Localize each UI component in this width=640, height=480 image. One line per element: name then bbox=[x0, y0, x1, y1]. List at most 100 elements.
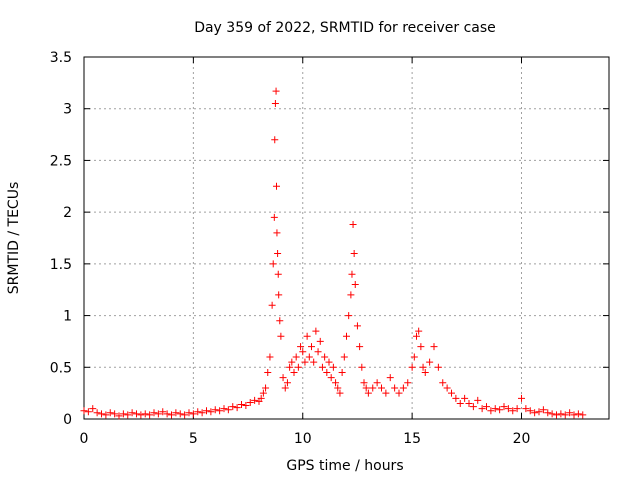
data-point bbox=[224, 406, 232, 414]
data-point bbox=[378, 384, 385, 392]
data-point bbox=[275, 291, 283, 299]
data-point bbox=[336, 389, 344, 397]
data-point bbox=[176, 410, 184, 418]
chart-title: Day 359 of 2022, SRMTID for receiver cas… bbox=[194, 20, 496, 36]
data-point bbox=[487, 407, 495, 415]
data-point bbox=[348, 270, 356, 278]
data-point bbox=[111, 410, 119, 418]
data-point bbox=[271, 136, 279, 144]
data-point bbox=[509, 407, 517, 415]
data-point bbox=[283, 379, 291, 387]
data-point bbox=[316, 337, 324, 345]
y-tick-label: 3.5 bbox=[50, 50, 72, 66]
data-point bbox=[251, 396, 259, 404]
x-tick-label: 15 bbox=[403, 431, 421, 447]
data-point bbox=[522, 405, 530, 413]
data-point bbox=[561, 411, 569, 419]
data-point bbox=[531, 409, 539, 417]
data-point bbox=[163, 410, 171, 418]
data-point bbox=[332, 379, 340, 387]
x-tick-label: 0 bbox=[80, 431, 89, 447]
data-point bbox=[343, 332, 350, 340]
data-point bbox=[504, 405, 512, 413]
data-point bbox=[194, 408, 202, 416]
data-point bbox=[124, 411, 132, 419]
data-point bbox=[294, 363, 302, 371]
data-point bbox=[399, 384, 407, 392]
data-point bbox=[268, 301, 276, 309]
data-point bbox=[168, 411, 175, 419]
data-point bbox=[544, 409, 552, 417]
data-point bbox=[496, 406, 504, 414]
data-point bbox=[321, 353, 329, 361]
data-point bbox=[452, 394, 460, 402]
data-point bbox=[364, 389, 372, 397]
data-point bbox=[137, 411, 145, 419]
data-point bbox=[548, 410, 556, 418]
data-point bbox=[229, 403, 237, 411]
data-point bbox=[314, 348, 322, 356]
data-point bbox=[305, 353, 313, 361]
data-point bbox=[266, 353, 274, 361]
data-point bbox=[351, 281, 359, 289]
data-point bbox=[303, 332, 311, 340]
data-point bbox=[419, 363, 427, 371]
data-point bbox=[277, 332, 285, 340]
data-point bbox=[439, 379, 447, 387]
y-tick-label: 1 bbox=[63, 309, 72, 325]
data-point bbox=[203, 407, 210, 415]
data-point bbox=[579, 411, 587, 419]
data-point bbox=[273, 229, 281, 237]
data-point bbox=[273, 182, 280, 190]
data-point bbox=[340, 353, 348, 361]
data-point bbox=[461, 394, 469, 402]
data-point bbox=[350, 250, 358, 258]
data-point bbox=[408, 363, 416, 371]
data-point bbox=[146, 411, 154, 419]
data-point bbox=[382, 389, 390, 397]
data-point bbox=[434, 363, 442, 371]
data-point bbox=[557, 410, 565, 418]
data-point bbox=[98, 410, 105, 418]
y-axis-label: SRMTID / TECUs bbox=[6, 182, 22, 295]
data-point bbox=[369, 384, 377, 392]
data-point bbox=[456, 399, 464, 407]
x-axis-ticks: 0 5 10 15 20 bbox=[80, 57, 530, 447]
data-point bbox=[395, 389, 403, 397]
data-point bbox=[329, 363, 337, 371]
data-point bbox=[566, 409, 574, 417]
data-point bbox=[415, 327, 423, 335]
data-point bbox=[189, 410, 197, 418]
y-axis-ticks: 0 0.5 1 1.5 2 2.5 3 3.5 bbox=[50, 50, 609, 428]
data-point bbox=[356, 343, 364, 351]
data-point bbox=[246, 398, 254, 406]
data-point bbox=[421, 368, 429, 376]
data-point bbox=[430, 343, 438, 351]
data-point bbox=[299, 348, 307, 356]
data-point bbox=[286, 363, 294, 371]
data-point bbox=[270, 213, 278, 221]
data-point bbox=[269, 260, 277, 268]
data-point bbox=[518, 394, 525, 402]
data-point bbox=[362, 384, 370, 392]
data-point bbox=[141, 410, 149, 418]
data-point bbox=[211, 406, 219, 414]
data-point bbox=[347, 291, 355, 299]
data-point bbox=[391, 384, 399, 392]
x-tick-label: 10 bbox=[294, 431, 312, 447]
data-point bbox=[133, 410, 140, 418]
data-point bbox=[308, 343, 315, 351]
data-point bbox=[274, 250, 282, 258]
data-point bbox=[404, 379, 412, 387]
data-point bbox=[89, 405, 97, 413]
data-point bbox=[349, 221, 357, 229]
data-point bbox=[290, 368, 298, 376]
data-point bbox=[334, 384, 342, 392]
y-tick-label: 0 bbox=[63, 412, 72, 428]
data-point bbox=[570, 411, 578, 419]
data-point bbox=[410, 353, 418, 361]
data-point bbox=[262, 384, 270, 392]
data-point bbox=[106, 409, 114, 417]
data-point bbox=[207, 408, 215, 416]
